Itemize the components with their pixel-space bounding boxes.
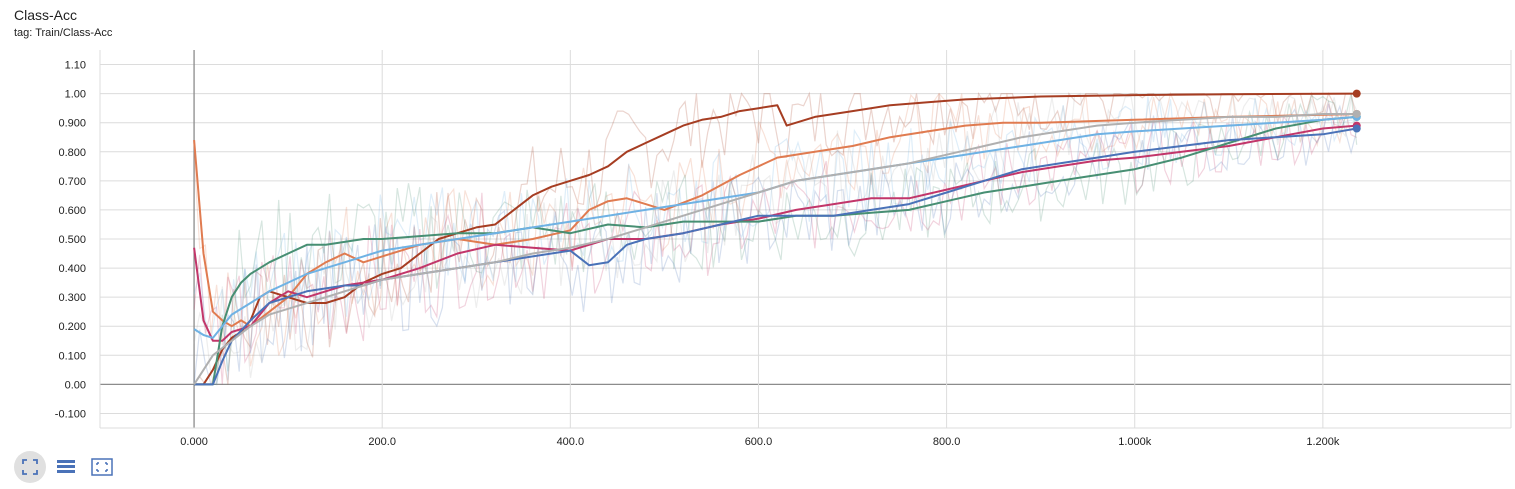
- series-end-marker: [1352, 124, 1361, 133]
- x-tick-label: 1.200k: [1306, 436, 1340, 448]
- series-line: [193, 113, 1357, 385]
- line-chart[interactable]: 0.000 200.0 400.0 600.0 800.0 1.000k 1.200k -0…: [0, 0, 1515, 450]
- fit-domain-button[interactable]: [14, 451, 46, 483]
- x-tick-label: 800.0: [933, 436, 961, 448]
- x-tick-label: 400.0: [557, 436, 585, 448]
- raw-series-line: [194, 93, 1358, 385]
- expand-chart-button[interactable]: [86, 451, 118, 483]
- series-line: [193, 115, 1357, 339]
- series-end-marker: [1352, 89, 1361, 98]
- chart-tag: tag: Train/Class-Acc: [14, 27, 113, 39]
- y-tick-label: 0.600: [58, 205, 86, 217]
- y-tick-label: 0.500: [58, 234, 86, 246]
- y-tick-label: 0.700: [58, 176, 86, 188]
- x-tick-label: 1.000k: [1118, 436, 1152, 448]
- x-tick-labels: 0.000 200.0 400.0 600.0 800.0 1.000k 1.200k: [180, 436, 1340, 448]
- raw-series-line: [193, 104, 1358, 385]
- expand-chart-icon: [91, 458, 113, 476]
- y-tick-label: 0.00: [65, 379, 86, 391]
- series-end-markers: [1352, 89, 1361, 133]
- grid-lines: [100, 50, 1511, 428]
- raw-series-line: [193, 96, 1357, 381]
- series-line: [194, 115, 1357, 386]
- x-tick-label: 200.0: [368, 436, 396, 448]
- raw-series-line: [193, 92, 1358, 387]
- y-tick-label: 0.800: [58, 147, 86, 159]
- axes: [99, 50, 1512, 429]
- series-line: [194, 127, 1357, 386]
- y-tick-label: 1.00: [65, 89, 86, 101]
- x-tick-label: 600.0: [745, 436, 773, 448]
- fit-domain-icon: [22, 459, 38, 475]
- x-tick-label: 0.000: [180, 436, 208, 448]
- y-tick-label: 0.100: [58, 350, 86, 362]
- y-tick-labels: -0.100 0.00 0.100 0.200 0.300 0.400 0.500 0.600…: [55, 60, 86, 421]
- y-tick-label: -0.100: [55, 408, 86, 420]
- y-tick-label: 0.300: [58, 292, 86, 304]
- chart-toolbar: [14, 451, 118, 483]
- chart-title: Class-Acc: [14, 7, 78, 23]
- series-end-marker: [1352, 109, 1361, 118]
- y-tick-label: 0.200: [58, 321, 86, 333]
- raw-series-line: [193, 91, 1358, 385]
- smoothed-series-lines: [193, 92, 1357, 386]
- y-tick-label: 0.900: [58, 118, 86, 130]
- data-table-button[interactable]: [50, 451, 82, 483]
- raw-series-lines: [193, 91, 1358, 387]
- y-tick-label: 1.10: [65, 60, 86, 72]
- y-tick-label: 0.400: [58, 263, 86, 275]
- data-table-icon: [57, 460, 75, 473]
